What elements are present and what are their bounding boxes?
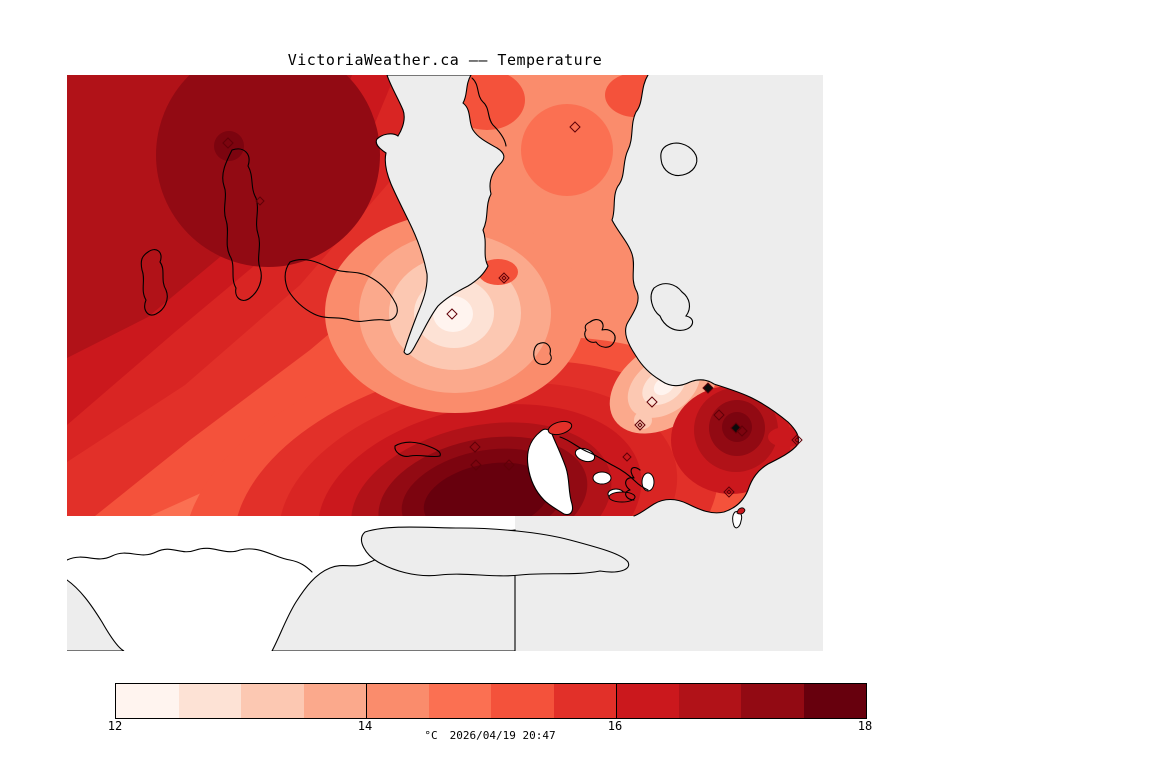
page-title: VictoriaWeather.ca –– Temperature <box>287 51 603 69</box>
unit-label: °C <box>424 729 438 742</box>
colorbar-tick-label: 12 <box>107 719 123 733</box>
station-marker-filled <box>730 422 742 434</box>
station-marker-hatched <box>498 272 510 284</box>
colorbar-segment <box>366 684 429 718</box>
station-marker-outline <box>622 452 632 462</box>
colorbar-segment <box>491 684 554 718</box>
colorbar-segment <box>616 684 679 718</box>
coastlines <box>140 75 800 517</box>
colorbar-segment <box>241 684 304 718</box>
colorbar <box>115 683 867 719</box>
colorbar-tick-line <box>616 684 618 718</box>
station-marker-outline <box>646 396 658 408</box>
colorbar-tick-line <box>365 684 367 718</box>
station-marker-outline <box>503 459 515 471</box>
colorbar-segment <box>741 684 804 718</box>
colorbar-tick-labels: 12 14 16 18 <box>108 719 872 733</box>
station-marker-hatched <box>791 434 803 446</box>
colorbar-segment <box>178 684 241 718</box>
station-marker-outline <box>470 459 482 471</box>
station-marker-hatched <box>723 486 735 498</box>
colorbar-segment <box>678 684 741 718</box>
knob-island-coast <box>471 77 507 147</box>
colorbar-segment <box>116 684 179 718</box>
station-marker-outline <box>569 121 581 133</box>
station-marker-outline <box>222 137 234 149</box>
colorbar-caption: °C 2026/04/19 20:47 <box>115 729 865 742</box>
station-marker-filled <box>702 382 714 394</box>
colorbar-segment <box>428 684 491 718</box>
colorbar-tick-label: 18 <box>857 719 873 733</box>
colorbar-tick-label: 16 <box>607 719 623 733</box>
station-marker-outline <box>713 409 725 421</box>
station-markers <box>222 121 803 498</box>
colorbar-tick-label: 14 <box>357 719 373 733</box>
station-marker-outline <box>469 441 481 453</box>
colorbar-segment <box>803 684 866 718</box>
south-landmasses <box>67 507 746 651</box>
colorbar-segment <box>553 684 616 718</box>
station-marker-outline <box>446 308 458 320</box>
colorbar-segment <box>303 684 366 718</box>
timestamp: 2026/04/19 20:47 <box>449 729 556 742</box>
station-marker-outline <box>255 196 265 206</box>
station-marker-hatched <box>634 419 646 431</box>
temperature-map <box>67 75 823 651</box>
inlet-channel <box>375 75 505 355</box>
station-marker-outline <box>736 425 748 437</box>
